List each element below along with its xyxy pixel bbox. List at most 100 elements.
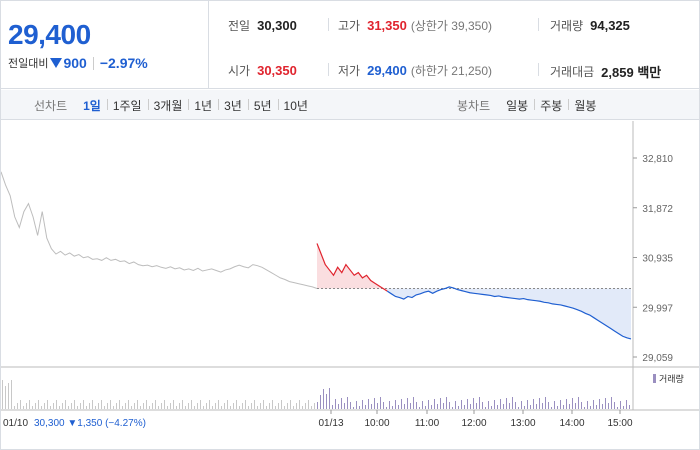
candle-weekly[interactable]: 주봉 xyxy=(534,97,568,114)
volume-bar xyxy=(89,403,90,409)
volume-bar xyxy=(125,403,126,409)
volume-bar xyxy=(140,406,141,409)
volume-bar xyxy=(359,406,360,409)
volume-bar xyxy=(20,400,21,409)
stat-label: 저가 xyxy=(338,64,361,78)
volume-bar xyxy=(380,397,381,409)
y-tick-label: 32,810 xyxy=(642,154,673,165)
volume-bar xyxy=(146,400,147,409)
volume-bar xyxy=(428,400,429,409)
volume-bar xyxy=(197,403,198,409)
stat-sub: (하한가 21,250) xyxy=(410,64,493,78)
period-5y[interactable]: 5년 xyxy=(247,97,278,114)
volume-bar xyxy=(377,403,378,409)
candle-daily[interactable]: 일봉 xyxy=(506,98,529,113)
volume-bar xyxy=(572,398,573,409)
y-tick-label: 29,997 xyxy=(642,303,673,314)
volume-bar xyxy=(479,397,480,409)
volume-bar xyxy=(419,407,420,409)
volume-bar xyxy=(122,406,123,409)
price-chart-svg: 32,810 31,872 30,935 29,997 29,059 거래량 01/10 30… xyxy=(1,121,699,429)
volume-bar xyxy=(596,405,597,409)
volume-bar xyxy=(473,398,474,409)
volume-bar xyxy=(164,400,165,409)
price-block: 29,400 전일대비 900 −2.97% xyxy=(1,1,209,89)
change-label: 전일대비 xyxy=(8,58,49,70)
volume-bar xyxy=(386,407,387,409)
volume-bar xyxy=(260,403,261,409)
volume-bar xyxy=(530,405,531,409)
volume-bar xyxy=(548,402,549,409)
volume-bar xyxy=(464,405,465,409)
volume-bar xyxy=(362,400,363,409)
volume-bar xyxy=(110,400,111,409)
volume-bar xyxy=(557,406,558,409)
stat-value: 29,400 xyxy=(367,63,407,78)
volume-bar xyxy=(506,398,507,409)
volume-bar xyxy=(500,399,501,409)
period-1d[interactable]: 1일 xyxy=(83,98,101,113)
volume-bar xyxy=(77,406,78,409)
volume-bar xyxy=(512,397,513,409)
change-amount: 900 xyxy=(63,55,87,71)
volume-bar xyxy=(212,406,213,409)
period-10y[interactable]: 10년 xyxy=(277,97,314,114)
stat-value: 30,350 xyxy=(257,63,297,78)
volume-bar xyxy=(218,400,219,409)
period-3m[interactable]: 3개월 xyxy=(147,97,189,114)
volume-bar xyxy=(623,406,624,409)
price-chart[interactable]: 32,810 31,872 30,935 29,997 29,059 거래량 01/10 30… xyxy=(1,121,699,449)
price-summary: 29,400 전일대비 900 −2.97% 전일 30,300 고가 31,3… xyxy=(1,1,699,89)
volume-bar xyxy=(68,406,69,409)
volume-bar xyxy=(275,406,276,409)
volume-bar xyxy=(518,407,519,409)
volume-bar xyxy=(314,403,315,409)
volume-bar xyxy=(356,401,357,409)
volume-bar xyxy=(368,399,369,409)
volume-bar xyxy=(299,400,300,409)
stat-low: 저가 29,400 (하한가 21,250) xyxy=(338,62,492,79)
period-1w[interactable]: 1주일 xyxy=(106,97,148,114)
volume-bar xyxy=(230,406,231,409)
period-1y[interactable]: 1년 xyxy=(188,97,218,114)
price-down-area xyxy=(387,286,631,339)
volume-bar xyxy=(323,389,324,409)
volume-bar xyxy=(491,406,492,409)
stat-label: 시가 xyxy=(228,64,251,78)
volume-bar xyxy=(194,406,195,409)
divider xyxy=(328,18,329,31)
volume-bar xyxy=(326,394,327,409)
volume-bar xyxy=(65,400,66,409)
volume-bar xyxy=(98,403,99,409)
stat-high: 고가 31,350 (상한가 39,350) xyxy=(338,17,492,34)
volume-bar xyxy=(341,398,342,409)
volume-bar xyxy=(365,405,366,409)
volume-bar xyxy=(422,401,423,409)
volume-bar xyxy=(470,404,471,409)
candle-monthly[interactable]: 월봉 xyxy=(568,97,602,114)
volume-bar xyxy=(272,400,273,409)
period-3y[interactable]: 3년 xyxy=(218,97,248,114)
prev-day-summary: 30,300 ▼1,350 (−4.27%) xyxy=(34,418,146,429)
x-tick-label: 11:00 xyxy=(415,418,440,429)
volume-bar xyxy=(281,400,282,409)
volume-bar xyxy=(599,399,600,409)
volume-bar xyxy=(104,406,105,409)
volume-bar xyxy=(95,406,96,409)
stat-value: 30,300 xyxy=(257,18,297,33)
volume-bar xyxy=(59,406,60,409)
volume-bar xyxy=(53,403,54,409)
volume-bar xyxy=(191,400,192,409)
y-tick-label: 30,935 xyxy=(642,254,673,265)
volume-bar xyxy=(311,406,312,409)
volume-bar xyxy=(155,400,156,409)
volume-bar xyxy=(32,406,33,409)
volume-bar xyxy=(290,400,291,409)
volume-bar xyxy=(305,403,306,409)
volume-bar xyxy=(248,406,249,409)
volume-bar xyxy=(113,406,114,409)
prev-day-price-line xyxy=(1,171,318,289)
divider xyxy=(538,18,539,31)
volume-bar xyxy=(44,403,45,409)
volume-bar xyxy=(236,400,237,409)
